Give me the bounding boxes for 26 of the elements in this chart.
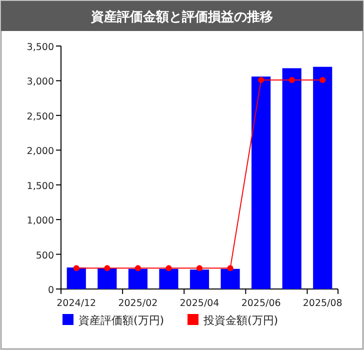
chart-title: 資産評価金額と評価損益の推移 (90, 9, 273, 25)
bar (190, 270, 210, 289)
title-bar: 資産評価金額と評価損益の推移 (1, 1, 363, 31)
bar (220, 268, 240, 289)
y-tick-label: 3,500 (26, 42, 54, 53)
y-tick-label: 2,000 (26, 146, 54, 158)
x-tick-label: 2024/12 (56, 298, 96, 309)
bar (159, 268, 178, 289)
legend-label: 資産評価額(万円) (78, 314, 164, 327)
legend-label: 投資金額(万円) (202, 314, 278, 327)
x-tick-label: 2025/08 (302, 298, 342, 309)
bar (128, 268, 148, 289)
bar (313, 66, 332, 289)
x-tick-label: 2025/02 (118, 298, 158, 309)
x-tick-label: 2025/04 (180, 298, 220, 309)
x-tick-label: 2025/06 (241, 298, 281, 309)
bar (98, 268, 117, 289)
bar (252, 76, 271, 289)
y-tick-label: 500 (36, 250, 54, 262)
bar (282, 68, 302, 289)
y-tick-label: 1,500 (26, 180, 54, 192)
y-tick-label: 3,000 (26, 76, 54, 88)
y-tick-label: 2,500 (26, 111, 54, 122)
y-tick-label: 0 (48, 285, 54, 296)
bar (66, 267, 86, 289)
y-tick-label: 1,000 (26, 216, 54, 227)
